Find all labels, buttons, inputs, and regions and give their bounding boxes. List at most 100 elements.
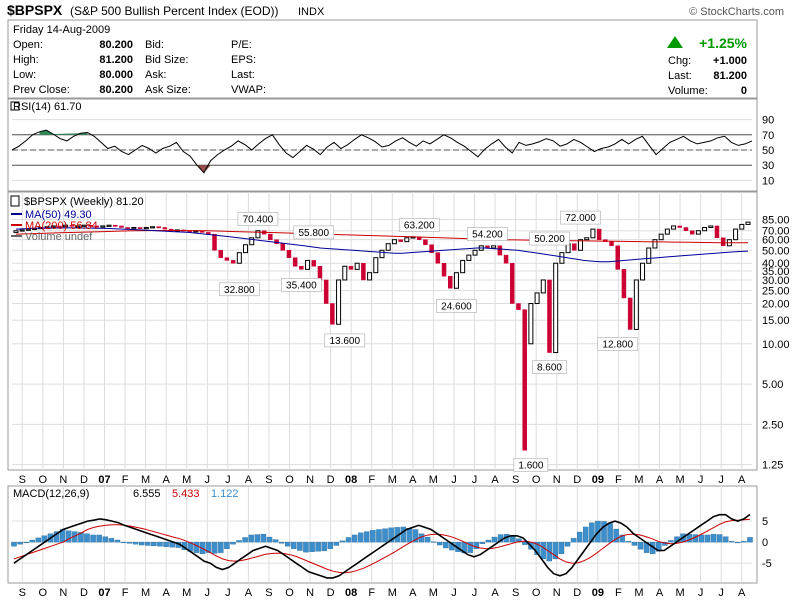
annotation-label: 8.600 — [537, 363, 562, 374]
candle-up — [236, 252, 242, 264]
annotation-box — [467, 227, 508, 241]
macd-histogram-bar — [291, 541, 297, 549]
macd-histogram-bar — [242, 537, 248, 543]
macd-x-tick-label: 07 — [98, 587, 110, 599]
macd-histogram-bar — [297, 541, 303, 551]
candle-up — [460, 259, 466, 274]
candle-down — [156, 226, 161, 229]
macd-histogram-bar — [437, 541, 443, 546]
macd-histogram-bar — [102, 536, 108, 543]
x-tick-label: J — [718, 474, 724, 486]
quote-rows: Open: 80.200 Bid: P/E: High: 81.200 Bid Size: E… — [13, 39, 266, 96]
macd-histogram-bar — [376, 529, 382, 543]
macd-histogram-bar — [193, 541, 200, 553]
candle-down — [286, 250, 292, 258]
macd-x-tick-label: J — [205, 587, 211, 599]
macd-x-tick-label: F — [368, 587, 375, 599]
macd-histogram-bar — [710, 533, 717, 543]
macd-signal-value: 5.433 — [172, 488, 200, 500]
macd-histogram-bar — [66, 530, 72, 543]
candle-up — [578, 239, 584, 251]
macd-x-axis: S O N D 07 F M A M J J A S O N D 08 F M A M J J A S O N D 09 F M A M J J A — [19, 587, 746, 599]
candle-down — [361, 262, 366, 281]
macd-histogram-bar — [84, 533, 90, 543]
candle-up — [652, 239, 658, 249]
candle-up — [131, 226, 137, 230]
macd-tick-label: 0 — [762, 537, 768, 549]
annotation-box — [281, 278, 322, 292]
candle-up — [50, 225, 56, 228]
annotation-label: 32.800 — [224, 285, 255, 296]
last-value: 81.200 — [713, 70, 747, 82]
candle-up — [472, 249, 478, 256]
candle-down — [423, 239, 428, 245]
candle-up — [13, 230, 19, 233]
candle-up — [385, 243, 391, 251]
annotation-box — [513, 457, 549, 472]
candle-up — [249, 237, 255, 246]
macd-histogram-bar — [205, 541, 212, 553]
annotation-box — [436, 299, 477, 313]
macd-histogram-bar — [589, 522, 595, 543]
macd-histogram-bar — [303, 541, 309, 553]
rsi-tick-label: 50 — [762, 145, 774, 157]
quote-label: Low: — [13, 69, 36, 81]
chg-value: +1.000 — [713, 55, 747, 67]
candle-down — [714, 225, 720, 239]
annotation-label: 50.200 — [534, 234, 565, 245]
macd-x-tick-label: N — [59, 587, 67, 599]
macd-histogram-bar — [163, 541, 169, 547]
x-tick-label: A — [245, 474, 253, 486]
x-tick-label: M — [429, 474, 438, 486]
chg-label: Chg: — [668, 55, 691, 67]
candle-down — [615, 245, 620, 270]
x-tick-label: F — [122, 474, 129, 486]
candle-down — [274, 239, 279, 244]
exchange: INDX — [298, 6, 325, 18]
macd-histogram-bar — [430, 541, 437, 543]
candle-up — [63, 224, 69, 228]
macd-histogram-bar — [491, 536, 498, 543]
price-x-axis: S O N D 07 F M A M J J A S O N D 08 F M A M J J A S O N D 09 F M A M J J A — [19, 474, 746, 486]
macd-histogram-bar — [698, 534, 705, 543]
candle-down — [621, 269, 627, 299]
macd-histogram-bar — [236, 540, 242, 543]
candle-down — [88, 224, 93, 227]
macd-histogram-bar — [364, 531, 370, 543]
macd-histogram-bar — [272, 539, 279, 543]
macd-histogram-bar — [668, 540, 674, 543]
candle-up — [633, 279, 639, 330]
quote-label: Bid: — [145, 39, 164, 51]
x-tick-label: O — [39, 474, 48, 486]
candle-up — [81, 224, 87, 227]
candle-down — [280, 243, 285, 251]
macd-histogram-bar — [327, 541, 334, 549]
annotation-box — [324, 333, 366, 348]
macd-histogram-bar — [625, 541, 632, 543]
candle-up — [106, 224, 112, 227]
candle-up — [143, 226, 149, 230]
macd-histogram-bar — [637, 541, 644, 550]
candle-up — [528, 303, 534, 345]
macd-x-tick-label: M — [388, 587, 397, 599]
candle-down — [572, 243, 577, 251]
price-tick-label: 60.00 — [762, 235, 790, 247]
price-tick-label: 2.50 — [762, 419, 783, 431]
candle-down — [119, 225, 124, 228]
candle-up — [540, 279, 546, 294]
macd-histogram-bar — [510, 535, 516, 543]
candle-up — [590, 228, 596, 239]
macd-histogram-bar — [78, 532, 84, 543]
macd-x-tick-label: F — [615, 587, 622, 599]
macd-histogram-bar — [157, 541, 163, 547]
annotation-box — [597, 337, 639, 351]
macd-x-tick-label: A — [409, 587, 417, 599]
macd-x-tick-label: M — [182, 587, 191, 599]
x-tick-label: M — [182, 474, 191, 486]
macd-histogram-bar — [564, 541, 571, 547]
macd-histogram-bar — [473, 541, 480, 549]
candle-down — [268, 233, 273, 240]
macd-histogram-bar — [485, 539, 492, 543]
macd-histogram-bar — [333, 541, 340, 546]
